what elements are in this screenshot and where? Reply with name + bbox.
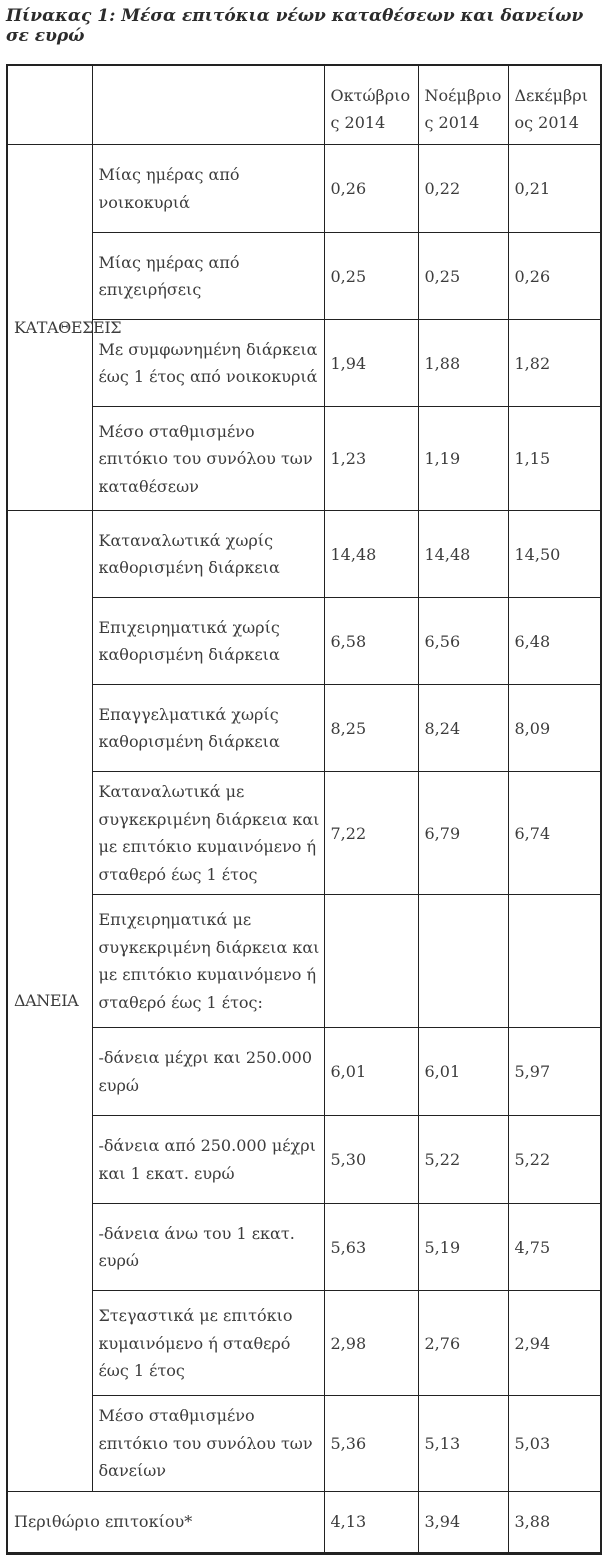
col-header-october-2014: Οκτώβριος 2014 bbox=[323, 64, 419, 146]
row-label: -δάνεια άνω του 1 εκατ. ευρώ bbox=[91, 1203, 325, 1292]
row-label: Μέσο σταθμισμένο επιτόκιο του συνόλου τω… bbox=[91, 406, 325, 512]
value-cell: 0,25 bbox=[417, 232, 509, 321]
row-label: Με συμφωνημένη διάρκεια έως 1 έτος από ν… bbox=[91, 319, 325, 408]
value-cell: 6,48 bbox=[507, 597, 602, 686]
value-cell: 8,09 bbox=[507, 684, 602, 773]
value-cell: 6,58 bbox=[323, 597, 419, 686]
table-row: Επαγγελματικά χωρίς καθορισμένη διάρκεια… bbox=[7, 684, 602, 773]
table-row: Μίας ημέρας από επιχειρήσεις 0,25 0,25 0… bbox=[7, 232, 602, 321]
col-header-november-2014: Νοέμβριος 2014 bbox=[417, 64, 509, 146]
value-cell: 5,22 bbox=[507, 1115, 602, 1205]
value-cell: 6,74 bbox=[507, 771, 602, 896]
value-cell: 2,76 bbox=[417, 1290, 509, 1397]
table-row: Μέσο σταθμισμένο επιτόκιο του συνόλου τω… bbox=[7, 406, 602, 512]
row-label: Στεγαστικά με επιτόκιο κυμαινόμενο ή στα… bbox=[91, 1290, 325, 1397]
row-label: Μίας ημέρας από επιχειρήσεις bbox=[91, 232, 325, 321]
value-cell: 0,21 bbox=[507, 144, 602, 234]
row-label: Καταναλωτικά με συγκεκριμένη διάρκεια κα… bbox=[91, 771, 325, 896]
table-row: -δάνεια μέχρι και 250.000 ευρώ 6,01 6,01… bbox=[7, 1027, 602, 1117]
value-cell: 5,63 bbox=[323, 1203, 419, 1292]
value-cell: 1,15 bbox=[507, 406, 602, 512]
value-cell: 1,88 bbox=[417, 319, 509, 408]
table-row: Επιχειρηματικά χωρίς καθορισμένη διάρκει… bbox=[7, 597, 602, 686]
value-cell: 5,97 bbox=[507, 1027, 602, 1117]
row-label: -δάνεια από 250.000 μέχρι και 1 εκατ. ευ… bbox=[91, 1115, 325, 1205]
row-label: Επιχειρηματικά με συγκεκριμένη διάρκεια … bbox=[91, 894, 325, 1029]
value-cell: 5,30 bbox=[323, 1115, 419, 1205]
value-cell: 1,19 bbox=[417, 406, 509, 512]
row-label: Καταναλωτικά χωρίς καθορισμένη διάρκεια bbox=[91, 510, 325, 599]
header-empty-cell-1 bbox=[6, 64, 93, 146]
value-cell: 5,22 bbox=[417, 1115, 509, 1205]
value-cell: 1,82 bbox=[507, 319, 602, 408]
table-row: Καταναλωτικά με συγκεκριμένη διάρκεια κα… bbox=[7, 771, 602, 896]
value-cell: 1,94 bbox=[323, 319, 419, 408]
value-cell: 5,03 bbox=[507, 1395, 602, 1492]
table-title: Πίνακας 1: Μέσα επιτόκια νέων καταθέσεων… bbox=[6, 6, 584, 47]
group-label-deposits: ΚΑΤΑΘΕΣΕΙΣ bbox=[6, 144, 122, 512]
table-row: Μέσο σταθμισμένο επιτόκιο του συνόλου τω… bbox=[7, 1395, 602, 1492]
value-cell: 8,25 bbox=[323, 684, 419, 773]
value-cell: 0,26 bbox=[323, 144, 419, 234]
value-cell: 7,22 bbox=[323, 771, 419, 896]
table-row: Επιχειρηματικά με συγκεκριμένη διάρκεια … bbox=[7, 894, 602, 1029]
value-cell: 6,56 bbox=[417, 597, 509, 686]
value-cell: 6,01 bbox=[417, 1027, 509, 1117]
footer-row: Περιθώριο επιτοκίου* 4,13 3,94 3,88 bbox=[6, 1490, 602, 1554]
value-cell: 6,01 bbox=[323, 1027, 419, 1117]
value-cell: 5,13 bbox=[417, 1395, 509, 1492]
table-row: -δάνεια από 250.000 μέχρι και 1 εκατ. ευ… bbox=[7, 1115, 602, 1205]
header-empty-cell-2 bbox=[91, 64, 325, 146]
value-cell: 8,24 bbox=[417, 684, 509, 773]
row-label: -δάνεια μέχρι και 250.000 ευρώ bbox=[91, 1027, 325, 1117]
header-row: Οκτώβριος 2014 Νοέμβριος 2014 Δεκέμβριος… bbox=[6, 64, 602, 146]
value-cell: 0,22 bbox=[417, 144, 509, 234]
row-label: Μίας ημέρας από νοικοκυριά bbox=[91, 144, 325, 234]
value-cell bbox=[507, 894, 602, 1029]
footer-row-label: Περιθώριο επιτοκίου* bbox=[6, 1490, 325, 1554]
value-cell: 4,75 bbox=[507, 1203, 602, 1292]
value-cell bbox=[417, 894, 509, 1029]
value-cell: 3,94 bbox=[417, 1490, 509, 1554]
row-label: Επαγγελματικά χωρίς καθορισμένη διάρκεια bbox=[91, 684, 325, 773]
col-header-december-2014: Δεκέμβριος 2014 bbox=[507, 64, 602, 146]
table-row: -δάνεια άνω του 1 εκατ. ευρώ 5,63 5,19 4… bbox=[7, 1203, 602, 1292]
value-cell: 0,26 bbox=[507, 232, 602, 321]
value-cell: 5,36 bbox=[323, 1395, 419, 1492]
value-cell: 5,19 bbox=[417, 1203, 509, 1292]
value-cell: 0,25 bbox=[323, 232, 419, 321]
table-row: Με συμφωνημένη διάρκεια έως 1 έτος από ν… bbox=[7, 319, 602, 408]
table-row: ΚΑΤΑΘΕΣΕΙΣ Μίας ημέρας από νοικοκυριά 0,… bbox=[6, 144, 602, 512]
table-row: ΔΑΝΕΙΑ Καταναλωτικά χωρίς καθορισμένη δι… bbox=[6, 510, 602, 1492]
value-cell: 4,13 bbox=[323, 1490, 419, 1554]
row-label: Μέσο σταθμισμένο επιτόκιο του συνόλου τω… bbox=[91, 1395, 325, 1492]
table-row: Στεγαστικά με επιτόκιο κυμαινόμενο ή στα… bbox=[7, 1290, 602, 1397]
value-cell: 14,48 bbox=[417, 510, 509, 599]
group-label-loans: ΔΑΝΕΙΑ bbox=[6, 510, 93, 1492]
value-cell bbox=[323, 894, 419, 1029]
rates-table: Οκτώβριος 2014 Νοέμβριος 2014 Δεκέμβριος… bbox=[6, 63, 602, 1555]
value-cell: 14,50 bbox=[507, 510, 602, 599]
value-cell: 6,79 bbox=[417, 771, 509, 896]
value-cell: 14,48 bbox=[323, 510, 419, 599]
value-cell: 2,94 bbox=[507, 1290, 602, 1397]
value-cell: 1,23 bbox=[323, 406, 419, 512]
value-cell: 3,88 bbox=[507, 1490, 602, 1554]
row-label: Επιχειρηματικά χωρίς καθορισμένη διάρκει… bbox=[91, 597, 325, 686]
value-cell: 2,98 bbox=[323, 1290, 419, 1397]
